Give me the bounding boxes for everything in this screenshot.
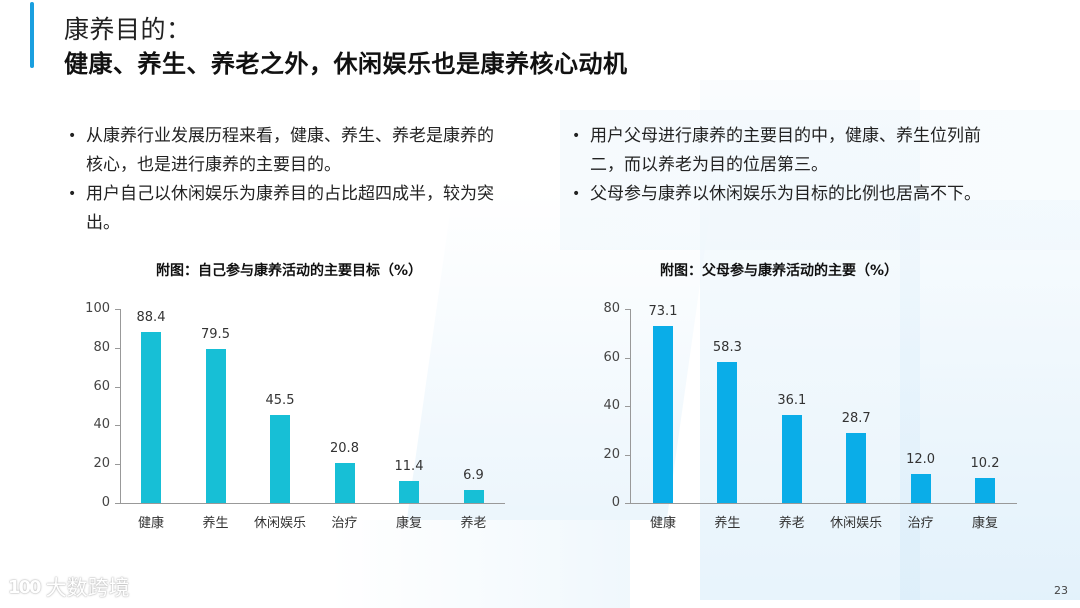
bar-value-label: 79.5 (201, 326, 230, 342)
y-tick-label: 100 (85, 301, 110, 316)
chart-title: 附图：父母参与康养活动的主要（%） (660, 263, 899, 279)
page-title: 康养目的： (64, 15, 192, 44)
page-number: 23 (1054, 584, 1068, 597)
logo-text: 大数跨境 (45, 576, 130, 600)
logo-mark-icon: 100 (8, 576, 42, 598)
x-category-label: 健康 (649, 516, 676, 531)
y-axis (120, 309, 121, 503)
x-axis (630, 503, 1017, 504)
y-tick-label: 80 (603, 301, 620, 316)
chart-self-goals: 附图：自己参与康养活动的主要目标（%） 0 20 40 60 80 100 88.4 健康 79… (0, 0, 540, 560)
y-tick-label: 20 (93, 456, 110, 472)
y-tick (625, 309, 630, 310)
bar-value-label: 6.9 (463, 467, 484, 483)
brand-logo: 100 大数跨境 (8, 572, 130, 602)
y-tick (625, 454, 630, 456)
x-category-label: 治疗 (907, 516, 934, 531)
bullet-item: 父母参与康养以休闲娱乐为目标的比例也居高不下。 (572, 180, 1012, 209)
bar[interactable] (141, 331, 161, 503)
bar[interactable] (463, 489, 484, 503)
bar-value-label: 20.8 (330, 440, 359, 456)
x-category-label: 健康 (137, 516, 164, 531)
x-axis (120, 503, 505, 504)
x-category-label: 治疗 (331, 516, 358, 531)
bar[interactable] (334, 462, 355, 503)
y-tick (115, 386, 120, 388)
bar[interactable] (910, 473, 931, 503)
x-category-label: 休闲娱乐 (253, 516, 306, 531)
bar[interactable] (975, 478, 995, 503)
x-category-label: 休闲娱乐 (830, 516, 883, 531)
y-tick (625, 357, 630, 359)
page-subtitle: 健康、养生、养老之外，休闲娱乐也是康养核心动机 (64, 50, 628, 78)
bar-value-label: 11.4 (394, 458, 424, 474)
y-tick (115, 347, 120, 349)
left-bullet-list: 从康养行业发展历程来看，健康、养生、养老是康养的核心，也是进行康养的主要目的。 … (68, 122, 498, 238)
y-tick (625, 503, 630, 504)
y-tick-label: 20 (603, 446, 620, 462)
bar[interactable] (717, 361, 738, 503)
y-tick (115, 309, 120, 310)
bullet-item: 用户父母进行康养的主要目的中，健康、养生位列前二，而以养老为目的位居第三。 (572, 122, 1012, 180)
x-category-label: 养老 (460, 516, 487, 531)
x-category-label: 养生 (714, 516, 741, 531)
bar-value-label: 58.3 (712, 339, 742, 355)
y-tick (115, 503, 120, 504)
bar[interactable] (653, 325, 673, 503)
y-tick (115, 425, 120, 427)
bar-value-label: 45.5 (265, 392, 295, 408)
bar-value-label: 12.0 (906, 451, 936, 467)
bar-value-label: 73.1 (648, 303, 678, 319)
bar-value-label: 36.1 (777, 393, 807, 409)
chart-title: 附图：自己参与康养活动的主要目标（%） (156, 263, 423, 279)
bar-value-label: 88.4 (136, 309, 166, 325)
bar[interactable] (270, 414, 290, 503)
chart-parent-goals: 附图：父母参与康养活动的主要（%） 0 20 40 60 80 73.1 健康 58.3 养生 3… (603, 263, 1017, 531)
y-tick-label: 80 (93, 339, 110, 355)
x-category-label: 康复 (395, 516, 422, 531)
y-tick-label: 40 (603, 398, 620, 413)
y-tick (115, 464, 120, 466)
y-axis (630, 309, 631, 503)
right-bullet-list: 用户父母进行康养的主要目的中，健康、养生位列前二，而以养老为目的位居第三。 父母… (572, 122, 1012, 209)
x-category-label: 康复 (971, 516, 998, 531)
y-tick-label: 0 (101, 495, 110, 510)
y-tick-label: 60 (603, 349, 620, 365)
y-tick-label: 40 (93, 417, 110, 433)
bullet-item: 用户自己以休闲娱乐为康养目的占比超四成半，较为突出。 (68, 180, 498, 238)
bar[interactable] (781, 415, 802, 503)
bar-value-label: 28.7 (841, 411, 871, 427)
x-category-label: 养生 (202, 516, 229, 531)
x-category-label: 养老 (778, 516, 805, 531)
y-tick-label: 0 (611, 495, 620, 510)
bar-value-label: 10.2 (970, 456, 1000, 472)
y-tick-label: 60 (93, 378, 110, 394)
bar[interactable] (399, 480, 419, 503)
bullet-item: 从康养行业发展历程来看，健康、养生、养老是康养的核心，也是进行康养的主要目的。 (68, 122, 498, 180)
title-accent-bar (30, 2, 34, 68)
y-tick (625, 406, 630, 407)
bar[interactable] (205, 348, 226, 503)
bar[interactable] (846, 433, 867, 503)
